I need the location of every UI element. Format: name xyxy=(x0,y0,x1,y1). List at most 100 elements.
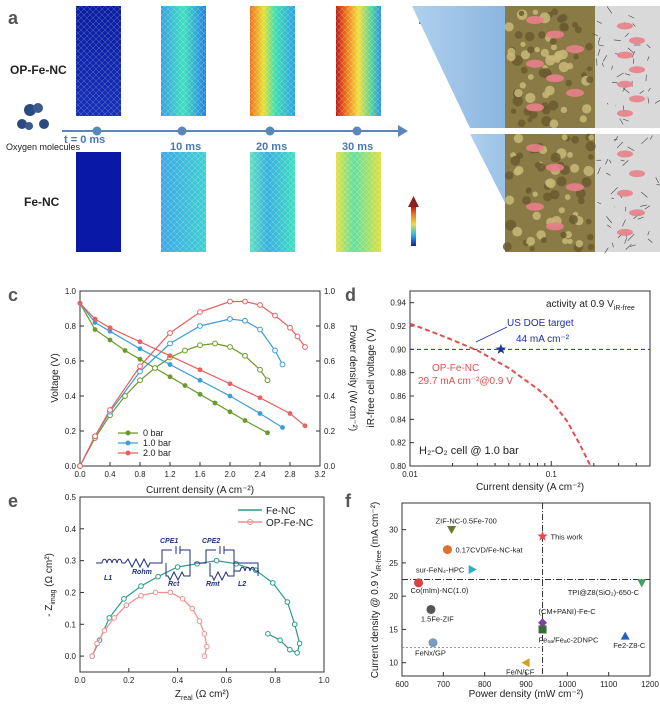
catalyst-marker xyxy=(414,578,424,588)
y-tick-label-e: 0.2 xyxy=(65,588,77,597)
catalyst-particle xyxy=(583,165,594,177)
time-label-10: 10 ms xyxy=(170,141,201,153)
time-marker xyxy=(352,126,362,136)
row-label-fe-nc: Fe-NC xyxy=(24,195,60,209)
gdl-fiber xyxy=(606,216,613,224)
y-tick-label-e: 0.0 xyxy=(65,652,77,661)
gdl-fiber xyxy=(625,243,632,250)
catalyst-marker xyxy=(538,625,547,634)
gdl-fiber xyxy=(610,187,618,195)
power-point xyxy=(227,316,233,322)
oxygen-flow-marker xyxy=(629,66,645,74)
oxygen-flow-marker xyxy=(617,109,633,117)
slab-hex-overlay xyxy=(336,6,381,116)
gdl-fiber xyxy=(597,167,601,175)
catalyst-particle xyxy=(502,242,512,252)
nyquist-point xyxy=(269,580,276,586)
nyquist-point xyxy=(204,643,210,650)
x-tick-label-f: 1200 xyxy=(641,680,659,689)
catalyst-marker xyxy=(538,618,548,628)
voltage-point xyxy=(227,381,233,387)
panel-label-c: c xyxy=(8,285,18,305)
oxygen-flow-marker xyxy=(526,144,544,152)
doe-target-star xyxy=(495,343,507,354)
catalyst-particle xyxy=(544,85,555,96)
voltage-point xyxy=(182,383,188,388)
gdl-fiber xyxy=(648,87,651,92)
catalyst-particle xyxy=(545,55,556,66)
gdl-fiber xyxy=(631,51,636,58)
series-e xyxy=(89,557,303,659)
oxygen-flow-marker xyxy=(566,45,584,54)
oxygen-flow-marker xyxy=(617,189,633,197)
y-tick-label-d: 0.94 xyxy=(390,299,406,308)
l2-path xyxy=(234,566,259,572)
catalyst-particle xyxy=(504,171,514,180)
power-curve xyxy=(79,342,268,467)
x-tick-label-d: 0.01 xyxy=(402,470,418,479)
gdl-fiber xyxy=(644,205,651,210)
catalyst-particle xyxy=(532,191,538,197)
catalyst-particle xyxy=(586,76,594,84)
axis-ticks-c: 0.0 0.4 0.8 1.2 1.6 2.0 2.4 2.8 3.20.00.20.40.60… xyxy=(65,287,336,479)
catalyst-particle xyxy=(513,133,524,144)
oxygen-flow-marker xyxy=(526,59,544,68)
catalyst-particle xyxy=(579,115,587,123)
cell-label: H₂-O₂ cell @ 1.0 bar xyxy=(419,445,519,457)
nyquist-point xyxy=(138,592,144,599)
catalyst-particle xyxy=(585,42,593,51)
voltage-point xyxy=(107,325,113,331)
time-label-20: 20 ms xyxy=(256,141,287,153)
oxygen-flow-marker xyxy=(566,88,584,97)
catalyst-label: Co(mIm)-NC(1.0) xyxy=(411,586,469,595)
voltage-point xyxy=(107,328,113,334)
x-tick-label-e: 0.6 xyxy=(221,676,233,685)
xlabel-e: Zreal (Ω cm²) xyxy=(175,689,229,702)
y-tick-label-d: 0.92 xyxy=(390,322,406,331)
catalyst-particle xyxy=(585,218,592,225)
gdl-fiber xyxy=(654,99,660,104)
nyquist-point xyxy=(101,627,108,634)
catalyst-particle xyxy=(549,189,560,200)
oxygen-flow-marker xyxy=(546,163,564,172)
doe-target-value: 44 mA cm⁻² xyxy=(516,334,570,345)
gdl-fiber xyxy=(647,97,650,104)
catalyst-particle xyxy=(522,196,531,205)
gdl-fiber xyxy=(629,244,636,247)
x-tick-label-c: 0.8 xyxy=(134,470,146,479)
power-point xyxy=(242,352,248,359)
voltage-point xyxy=(197,377,203,383)
catalyst-points-f: This work ZIF-NC-0.5Fe-700 0.17CVD/Fe-NC-k… xyxy=(411,517,647,677)
power-point xyxy=(167,330,173,336)
x-tick-label-c: 3.2 xyxy=(314,470,326,479)
catalyst-particle xyxy=(551,8,559,16)
gdl-fiber xyxy=(646,44,651,49)
panel-c: c 0.0 0.4 0.8 1.2 1.6 2.0 2.4 2.8 3.20.00.20.40.… xyxy=(8,285,358,496)
voltage-point xyxy=(197,367,203,373)
x-tick-label-f: 900 xyxy=(519,680,533,689)
catalyst-particle xyxy=(587,154,594,160)
catalyst-marker xyxy=(442,545,452,555)
circuit-label-cpe1: CPE1 xyxy=(160,538,178,545)
voltage-point xyxy=(92,316,98,322)
catalyst-particle xyxy=(529,246,535,252)
panel-b: b xyxy=(412,6,660,254)
voltage-curve xyxy=(79,302,306,427)
catalyst-particle xyxy=(543,192,552,202)
gdl-fiber xyxy=(616,72,624,78)
voltage-point xyxy=(227,393,233,399)
gdl-fiber xyxy=(602,55,608,62)
oxygen-flow-marker xyxy=(546,30,564,39)
catalyst-particle xyxy=(512,95,523,107)
nyquist-point xyxy=(201,653,208,659)
catalyst-particle xyxy=(557,15,565,23)
y-tick-label-d: 0.82 xyxy=(390,439,406,448)
catalyst-particle xyxy=(585,141,596,152)
x-tick-label-c: 1.2 xyxy=(164,470,176,479)
catalyst-particle xyxy=(532,9,539,15)
circuit-label-rmt: Rmt xyxy=(206,581,220,588)
oxygen-flow-marker xyxy=(526,202,544,211)
catalyst-particle xyxy=(564,194,571,200)
gdl-fiber xyxy=(614,136,619,142)
catalyst-label: Fe₅ₐ/Feₐc-2DNPC xyxy=(539,635,599,644)
